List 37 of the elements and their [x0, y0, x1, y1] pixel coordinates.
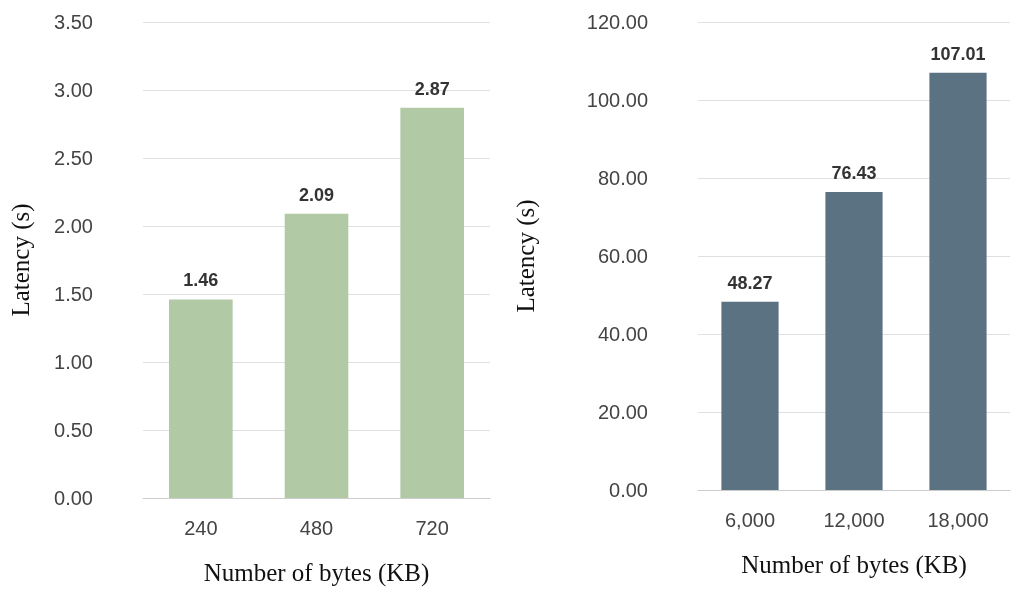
y-axis-title: Latency (s)	[7, 203, 35, 317]
y-axis-title: Latency (s)	[512, 199, 540, 313]
bar	[284, 213, 349, 498]
x-tick-label: 18,000	[927, 509, 989, 531]
y-tick-label: 80.00	[597, 167, 648, 189]
x-tick-label: 720	[415, 517, 449, 539]
bar	[929, 72, 987, 490]
x-tick-label: 12,000	[823, 509, 885, 531]
bar	[400, 107, 464, 498]
x-axis-title: Number of bytes (KB)	[741, 551, 967, 579]
data-label: 2.09	[298, 184, 335, 205]
bar	[825, 191, 883, 490]
y-tick-label: 2.50	[54, 147, 93, 169]
y-tick-label: 60.00	[597, 245, 648, 267]
data-label: 107.01	[930, 43, 986, 64]
data-label: 1.46	[183, 270, 219, 291]
y-tick-label: 0.00	[54, 487, 93, 509]
y-tick-label: 40.00	[597, 323, 648, 345]
x-axis-title: Number of bytes (KB)	[203, 559, 430, 587]
y-tick-label: 2.00	[54, 215, 93, 237]
x-tick-label: 480	[299, 517, 334, 539]
data-label: 76.43	[831, 162, 877, 183]
y-tick-label: 1.50	[54, 283, 93, 305]
y-tick-label: 0.00	[609, 479, 648, 501]
y-tick-label: 3.00	[54, 79, 93, 101]
x-tick-label: 240	[184, 517, 218, 539]
y-tick-label: 3.50	[54, 11, 93, 33]
y-tick-label: 0.50	[54, 419, 93, 441]
bar	[169, 299, 233, 498]
data-label: 48.27	[727, 272, 773, 293]
y-tick-label: 120.00	[586, 11, 648, 33]
y-tick-label: 100.00	[586, 89, 648, 111]
bar	[721, 301, 779, 490]
y-tick-label: 1.00	[54, 351, 93, 373]
data-label: 2.87	[414, 78, 450, 99]
x-tick-label: 6,000	[724, 509, 776, 531]
y-tick-label: 20.00	[597, 401, 648, 423]
